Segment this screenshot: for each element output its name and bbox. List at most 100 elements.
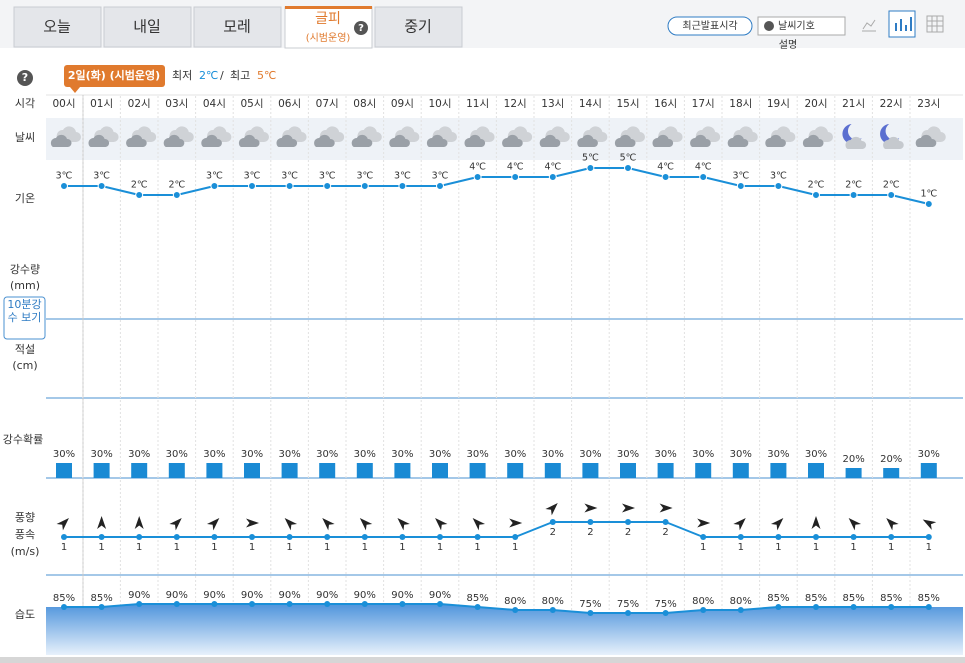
temperature-point [285,182,294,190]
tab-active-bar [285,6,372,9]
wind-point [399,534,406,540]
wind-speed-label: 1 [512,542,518,553]
hour-label: 22시 [880,98,903,110]
humidity-label: 75% [579,599,601,610]
temperature-label: 3℃ [394,171,411,182]
temperature-label: 4℃ [469,162,486,173]
humidity-point [775,604,782,610]
humidity-label: 85% [767,593,789,604]
help-icon[interactable] [17,70,33,86]
wind-speed-label: 1 [61,542,67,553]
ten-min-button[interactable] [3,296,46,340]
probability-label: 30% [805,449,827,460]
wind-arrow [545,503,558,516]
humidity-point [474,604,481,610]
temperature-line [64,167,930,205]
wind-arrow [359,518,373,531]
probability-bar [244,463,260,478]
button-label: 최근발표시각 [682,20,737,32]
humidity-label: 80% [692,596,714,607]
humidity-label: 80% [504,596,526,607]
humidity-label: 85% [805,593,827,604]
humidity-point [737,607,744,613]
wind-point [173,534,180,540]
wind-point [474,534,481,540]
temperature-point [661,173,670,181]
hour-label: 17시 [692,98,715,110]
min-value: 2℃ [199,69,218,82]
tab-label: 오늘 [43,18,71,36]
wind-arrow [509,518,523,528]
probability-label: 30% [241,449,263,460]
row-label: 풍향 [15,511,35,524]
row-label: 풍속 [15,528,35,541]
wind-speed-label: 1 [926,542,932,553]
wind-speed-label: 2 [662,527,668,538]
wind-arrow [134,516,144,529]
wind-point [361,534,368,540]
tab[interactable] [193,6,282,48]
temperature-point [812,191,820,199]
tab[interactable] [13,6,102,48]
temperature-point [736,182,745,190]
temperature-label: 2℃ [131,180,148,191]
tab-label: 모레 [223,18,251,36]
humidity-label: 85% [918,593,940,604]
probability-bar [131,463,148,478]
probability-label: 30% [617,449,639,460]
humidity-point [850,604,857,610]
button-label: 날씨기호 [778,20,815,32]
wind-arrow [659,503,673,513]
humidity-point [587,610,594,616]
probability-bar [732,463,749,478]
temperature-point [548,173,557,181]
row-unit: (mm) [10,279,40,292]
humidity-point [437,601,443,607]
row-label: 기온 [15,192,35,205]
wind-arrow [697,518,711,528]
scrollbar[interactable] [0,657,965,663]
wind-speed-label: 1 [738,542,744,553]
temperature-point [172,191,181,199]
humidity-point [662,610,669,616]
temperature-point [248,182,256,190]
view-table[interactable] [926,15,944,33]
probability-bar [582,463,599,478]
wind-point [211,534,218,540]
probability-label: 30% [316,449,338,460]
temperature-label: 2℃ [883,180,900,191]
hour-label: 06시 [278,98,301,110]
probability-bar [356,463,373,478]
hour-label: 16시 [654,98,677,110]
wind-arrow [622,503,635,513]
wind-arrow [435,518,448,531]
temperature-label: 5℃ [620,153,637,164]
help-icon[interactable] [354,21,368,35]
recent-button[interactable] [667,16,753,36]
temperature-point [586,164,595,172]
probability-label: 30% [767,449,789,460]
row-label: 적설 [15,343,35,356]
wind-point [925,534,932,540]
wind-point [136,534,143,540]
temperature-point [624,164,632,172]
tab[interactable] [374,6,463,48]
temperature-label: 2℃ [808,180,825,191]
hour-label: 09시 [391,98,414,110]
temperature-point [135,191,144,199]
max-label: 최고 [230,69,250,82]
symbols-button[interactable] [757,16,846,36]
humidity-point [324,601,331,607]
temperature-point [323,182,332,190]
humidity-point [61,604,67,610]
hour-label: 20시 [804,98,827,110]
probability-label: 30% [466,449,488,460]
row-label: 강수확률 [3,433,43,446]
wind-point [61,534,67,540]
tab[interactable] [103,6,192,48]
wind-speed-label: 1 [286,542,292,553]
humidity-point [512,607,519,613]
humidity-point [625,610,631,616]
probability-label: 30% [654,449,676,460]
